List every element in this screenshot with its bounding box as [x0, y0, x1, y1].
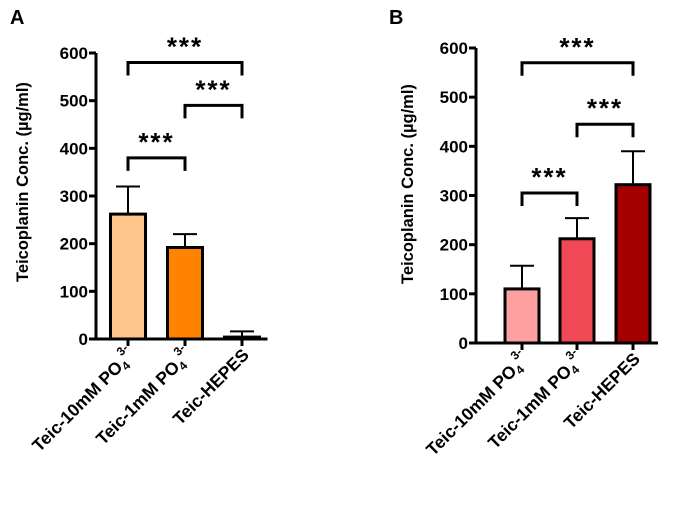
panel-a-bar	[223, 335, 261, 341]
panel-b-significance-bracket	[575, 122, 635, 138]
panel-a-bar	[109, 212, 147, 341]
panel-b-y-axis-label: Teicoplanin Conc. (µg/ml)	[399, 84, 417, 284]
panel-a-y-tick-label: 100	[60, 282, 88, 301]
panel-b-bar	[614, 183, 652, 345]
panel-b-significance-label: ***	[559, 32, 595, 62]
panel-a-y-tick-label: 200	[60, 235, 88, 254]
panel-b-y-tick-label: 100	[440, 285, 468, 304]
panel-b-y-tick-label: 600	[440, 39, 468, 58]
panel-b-plot-area: 0 100 200 300 400 500 600 Teic-10mM PO43-Teic-1…	[419, 32, 658, 462]
panel-b-y-tick-label: 400	[440, 137, 468, 156]
panel-b-y-tick-label: 0	[459, 334, 468, 353]
panel-a-y-tick-label: 500	[60, 92, 88, 111]
panel-a-x-tick-label: Teic-1mM PO43-	[88, 341, 198, 451]
panel-b-bar	[558, 237, 596, 345]
panel-b-x-tick-label: Teic-1mM PO43-	[480, 345, 590, 455]
panel-b-x-tick-label: Teic-10mM PO43-	[419, 345, 535, 461]
panel-a-significance-label: ***	[195, 74, 231, 104]
panel-a-significance-bracket	[126, 61, 244, 76]
panel-b-bar	[503, 287, 541, 345]
panel-a-y-tick-label: 300	[60, 187, 88, 206]
panel-a-y-axis-label: Teicoplanin Conc. (µg/ml)	[14, 82, 32, 282]
panel-b-y-tick-label: 500	[440, 88, 468, 107]
panel-a-plot-area: 0 100 200 300 400 500 600 Teic-10mM PO43-Teic-1…	[25, 32, 268, 458]
panel-a-y-tick-label: 0	[79, 330, 88, 349]
panel-b-significance-label: ***	[587, 93, 623, 123]
panel-a-bar	[166, 245, 204, 341]
panel-b-y-tick-label: 200	[440, 236, 468, 255]
panel-a-x-tick-label: Teic-10mM PO43-	[25, 341, 141, 457]
panel-a-significance-bracket	[126, 156, 187, 171]
panel-b-label: B	[389, 7, 403, 29]
panel-a: A Teicoplanin Conc. (µg/ml) 0 100 200 300 40…	[10, 7, 268, 458]
panel-b-significance-bracket	[520, 191, 579, 207]
panel-a-y-tick-label: 600	[60, 44, 88, 63]
panel-a-significance-label: ***	[138, 127, 174, 157]
panel-a-label: A	[10, 7, 24, 29]
panel-b-significance-bracket	[520, 61, 635, 76]
panel-a-significance-bracket	[183, 103, 244, 119]
panel-a-y-tick-label: 400	[60, 139, 88, 158]
panel-b-significance-label: ***	[531, 162, 567, 192]
panel-b-y-tick-label: 300	[440, 187, 468, 206]
panel-a-significance-label: ***	[167, 32, 203, 62]
panel-b: B Teicoplanin Conc. (µg/ml) 0 100 200 300 40…	[389, 7, 658, 462]
